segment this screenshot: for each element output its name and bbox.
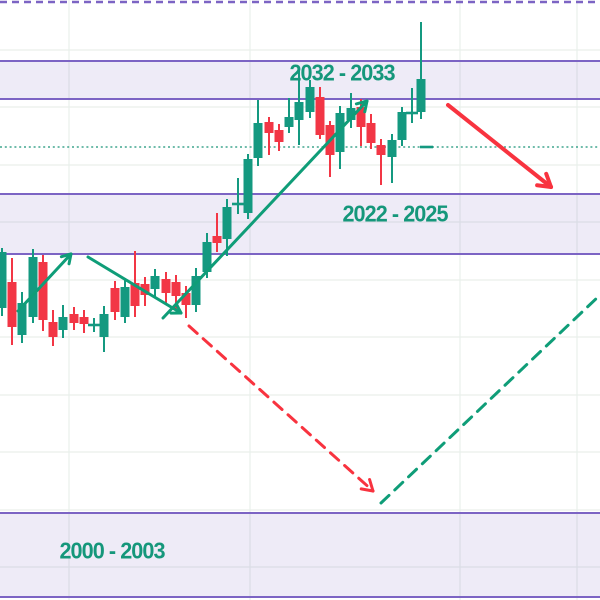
candle	[397, 107, 407, 146]
zone-label-2000-2003: 2000 - 2003	[59, 537, 165, 564]
zone-band	[0, 513, 600, 597]
rally-up-arrow	[161, 99, 369, 320]
candle	[232, 178, 244, 214]
candle	[346, 93, 356, 128]
candle	[335, 106, 345, 169]
candle	[0, 248, 7, 316]
zone-band	[0, 194, 600, 254]
candle	[191, 268, 201, 312]
candle	[17, 292, 27, 343]
projected-decline-dashed	[187, 324, 375, 493]
candle	[48, 310, 58, 346]
candle	[110, 281, 120, 320]
candle	[38, 255, 48, 331]
candle	[69, 307, 79, 330]
candle	[120, 278, 130, 323]
projected-drop-arrow	[446, 103, 553, 189]
candle	[305, 80, 315, 118]
candle	[150, 269, 160, 297]
candle	[58, 305, 68, 338]
candle	[181, 286, 191, 318]
candle	[294, 68, 304, 145]
candle	[79, 310, 89, 333]
swing-down-arrow	[86, 255, 183, 315]
candle	[7, 258, 17, 345]
candle	[88, 318, 100, 332]
candle	[264, 117, 274, 155]
supply-demand-zones	[0, 60, 600, 598]
zone-label-2032-2033: 2032 - 2033	[289, 59, 395, 86]
candle	[284, 98, 294, 133]
candle	[274, 124, 284, 151]
candle	[222, 199, 232, 256]
candle	[99, 306, 109, 352]
candle	[325, 121, 335, 177]
trend-arrows	[16, 99, 600, 505]
candle	[315, 87, 325, 139]
zone-label-2022-2025: 2022 - 2025	[342, 200, 448, 227]
candle	[253, 100, 263, 166]
candle	[161, 272, 171, 304]
candles-layer	[0, 22, 426, 352]
candle	[416, 22, 426, 119]
candle	[387, 134, 397, 183]
candle	[366, 114, 376, 149]
candle	[376, 139, 386, 185]
projected-recovery-dashed	[379, 293, 600, 505]
swing-up-arrow	[16, 252, 73, 313]
candle	[212, 213, 222, 252]
candle	[406, 88, 418, 123]
candle	[28, 249, 38, 323]
candle	[243, 154, 253, 219]
